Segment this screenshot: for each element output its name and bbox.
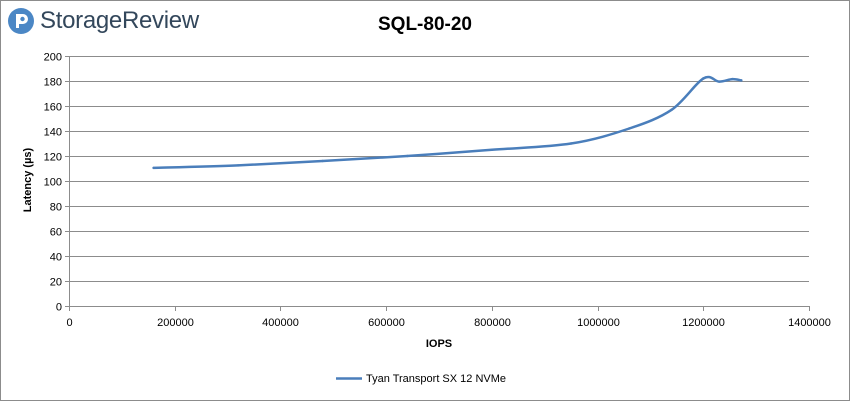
- data-point: [406, 154, 409, 158]
- y-tick-label: 60: [50, 227, 62, 239]
- logo-text: StorageReview: [40, 7, 199, 34]
- data-point: [628, 127, 631, 130]
- x-tick-label: 1400000: [788, 317, 831, 329]
- y-tick-label: 160: [44, 102, 62, 114]
- data-point: [569, 142, 573, 145]
- y-tick-label: 80: [50, 202, 62, 214]
- data-point: [702, 77, 705, 80]
- data-point: [717, 80, 721, 83]
- x-tick-label: 1200000: [682, 317, 725, 329]
- y-tick-label: 140: [44, 127, 62, 139]
- y-tick-label: 100: [44, 177, 62, 189]
- legend-label: Tyan Transport SX 12 NVMe: [366, 373, 506, 385]
- axes: [65, 56, 810, 311]
- y-tick-label: 200: [44, 52, 62, 64]
- chart-title: SQL-80-20: [378, 14, 472, 35]
- x-tick-label: 200000: [157, 317, 194, 329]
- y-tick-label: 120: [44, 152, 62, 164]
- x-axis-title: IOPS: [426, 338, 452, 350]
- x-tick-label: 400000: [262, 317, 299, 329]
- y-axis-title: Latency (µs): [22, 147, 34, 212]
- x-tick-label: 800000: [474, 317, 511, 329]
- x-tick-label: 600000: [368, 317, 405, 329]
- data-point: [321, 159, 324, 163]
- data-point: [731, 77, 734, 81]
- data-point: [152, 166, 155, 170]
- storagereview-logo-icon: [8, 8, 34, 34]
- series-line: [152, 75, 743, 170]
- data-point: [236, 164, 240, 167]
- y-tick-label: 180: [44, 77, 62, 89]
- x-tick-label: 1000000: [577, 317, 620, 329]
- y-tick-labels: 0 20 40 60 80 100 120 140 160 180 200: [44, 52, 62, 314]
- series-layer: [152, 75, 743, 170]
- x-tick-labels: 0 200000 400000 600000 800000 1000000 1200000 1…: [66, 317, 830, 329]
- legend: Tyan Transport SX 12 NVMe: [336, 373, 506, 385]
- data-point: [490, 148, 494, 151]
- gridlines: [69, 56, 809, 282]
- storagereview-logo: StorageReview: [7, 6, 199, 36]
- y-tick-label: 40: [50, 252, 62, 264]
- y-tick-label: 0: [56, 302, 62, 314]
- y-tick-label: 20: [50, 277, 62, 289]
- x-tick-label: 0: [66, 317, 72, 329]
- data-point: [670, 108, 673, 112]
- data-point: [740, 79, 743, 82]
